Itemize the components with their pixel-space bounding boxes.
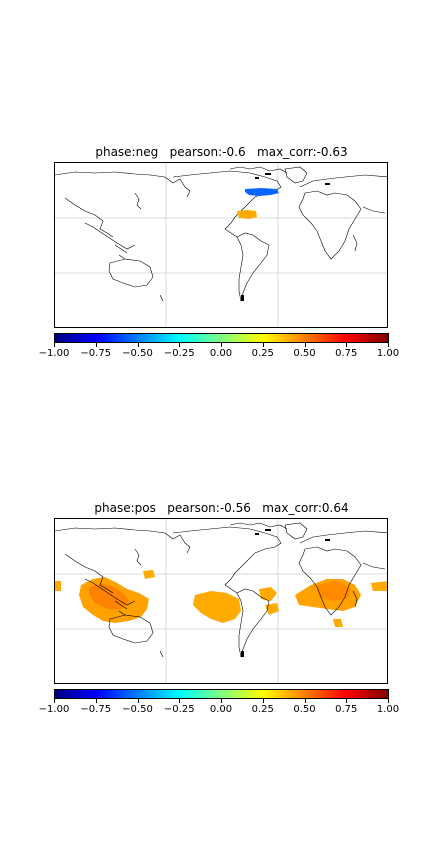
colorbar-tick-label: 1.00 bbox=[376, 348, 400, 359]
colorbar-tick-label: 0.25 bbox=[251, 704, 274, 715]
map-svg bbox=[55, 519, 387, 683]
colorbar-tick-mark bbox=[346, 699, 348, 703]
colorbar-tick-mark bbox=[54, 343, 55, 347]
colorbar-tick-label: 0.75 bbox=[335, 348, 358, 359]
correlation-regions bbox=[55, 570, 387, 627]
map-svg bbox=[55, 163, 387, 327]
coast-detail bbox=[241, 529, 330, 657]
map-plot bbox=[54, 162, 388, 328]
chart-title: phase:pos pearson:-0.56 max_corr:0.64 bbox=[94, 501, 349, 515]
colorbar-tick-label: 0.50 bbox=[293, 704, 316, 715]
colorbar-tick-label: 0.75 bbox=[335, 704, 358, 715]
chart-title: phase:neg pearson:-0.6 max_corr:-0.63 bbox=[95, 145, 348, 159]
colorbar-tick-mark bbox=[388, 343, 389, 347]
colorbar-tick-mark bbox=[262, 699, 264, 703]
correlation-regions bbox=[237, 188, 279, 219]
colorbar bbox=[54, 689, 389, 699]
pacific-island-positive bbox=[143, 570, 155, 579]
colorbar-tick-label: −1.00 bbox=[38, 348, 70, 359]
colorbar-ticks: −1.00 −0.75 −0.50 −0.25 0.00 0.25 0.50 0.75 1.00 bbox=[0, 343, 432, 363]
colorbar-tick-mark bbox=[221, 343, 222, 347]
coast-detail bbox=[241, 173, 330, 301]
arabian-positive bbox=[371, 581, 387, 591]
colorbar-tick-label: 0.50 bbox=[293, 348, 316, 359]
gridlines bbox=[55, 519, 387, 683]
south-atlantic-positive bbox=[265, 603, 279, 615]
colorbar-tick-mark bbox=[95, 343, 97, 347]
colorbar bbox=[54, 333, 389, 343]
amazon-extension bbox=[259, 587, 277, 601]
colorbar-tick-mark bbox=[95, 699, 97, 703]
africa-core bbox=[317, 581, 351, 601]
north-atlantic-negative-region bbox=[245, 188, 279, 196]
coastlines bbox=[55, 166, 387, 302]
subtropical-atlantic-positive-region bbox=[237, 210, 257, 219]
map-plot bbox=[54, 518, 388, 684]
colorbar-tick-label: −0.50 bbox=[122, 348, 153, 359]
maritime-continent-core bbox=[89, 583, 129, 609]
colorbar-tick-label: −0.50 bbox=[122, 704, 153, 715]
colorbar-tick-label: 0.00 bbox=[209, 348, 233, 359]
colorbar-tick-mark bbox=[346, 343, 348, 347]
colorbar-tick-mark bbox=[388, 699, 389, 703]
colorbar-tick-mark bbox=[137, 343, 139, 347]
colorbar-tick-mark bbox=[262, 343, 264, 347]
colorbar-tick-mark bbox=[179, 699, 181, 703]
colorbar-tick-mark bbox=[221, 699, 222, 703]
colorbar-tick-label: −0.25 bbox=[163, 704, 195, 715]
colorbar-tick-label: −0.75 bbox=[80, 348, 112, 359]
colorbar-tick-mark bbox=[179, 343, 181, 347]
west-edge-positive bbox=[55, 581, 61, 591]
colorbar-ticks: −1.00 −0.75 −0.50 −0.25 0.00 0.25 0.50 0.75 1.00 bbox=[0, 699, 432, 719]
amazon-positive-region bbox=[193, 591, 241, 623]
colorbar-tick-label: 1.00 bbox=[376, 704, 400, 715]
colorbar-tick-label: 0.25 bbox=[251, 348, 274, 359]
coastlines bbox=[55, 522, 387, 658]
colorbar-tick-label: −1.00 bbox=[38, 704, 70, 715]
colorbar-tick-mark bbox=[304, 343, 306, 347]
colorbar-tick-label: −0.75 bbox=[80, 704, 112, 715]
colorbar-tick-mark bbox=[54, 699, 55, 703]
colorbar-tick-label: −0.25 bbox=[163, 348, 195, 359]
colorbar-tick-label: 0.00 bbox=[209, 704, 233, 715]
madagascar-positive bbox=[333, 619, 343, 627]
colorbar-tick-mark bbox=[137, 699, 139, 703]
gridlines bbox=[55, 163, 387, 327]
colorbar-tick-mark bbox=[304, 699, 306, 703]
